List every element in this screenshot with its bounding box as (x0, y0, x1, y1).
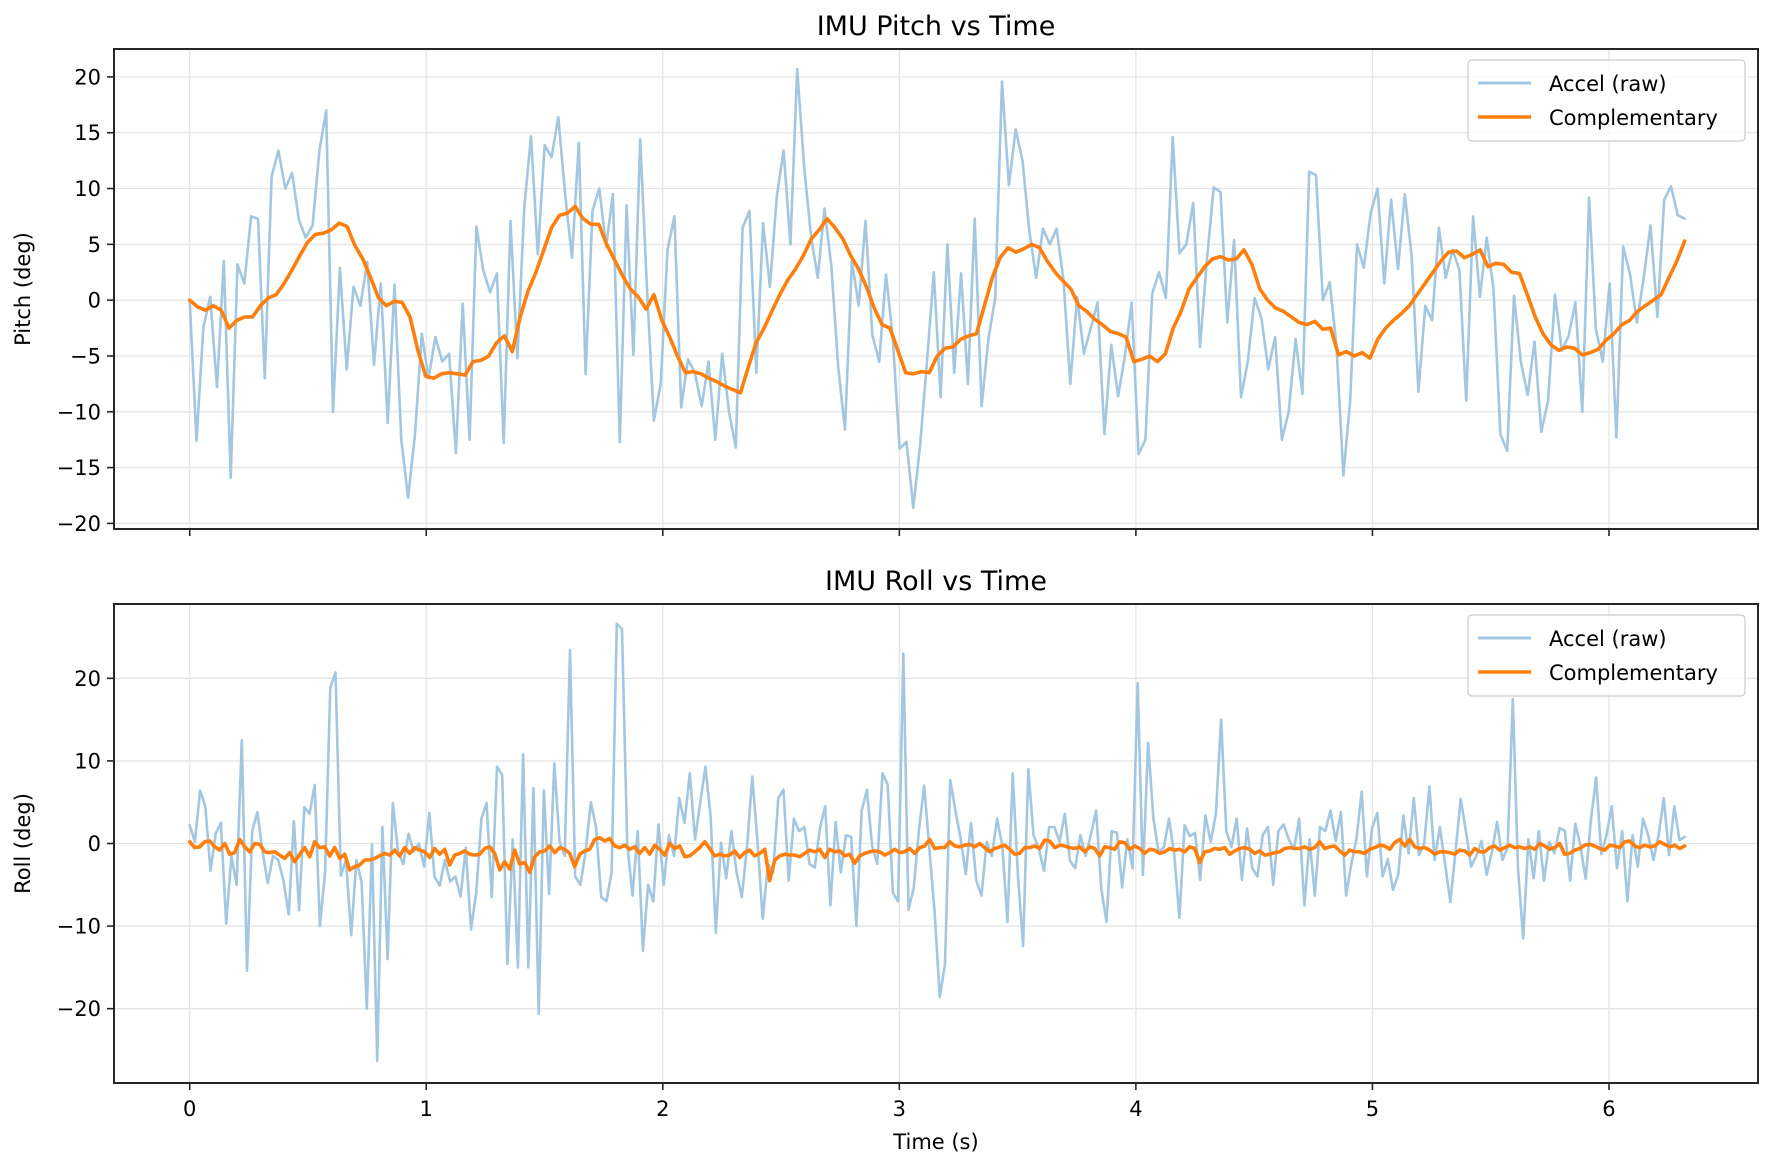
roll-complementary-line (187, 835, 1687, 883)
roll-ytick-label: 10 (74, 749, 101, 773)
pitch-ticks: −20 −15 −10 −5 0 5 10 15 20 (57, 65, 1610, 536)
pitch-ytick-label: 15 (74, 121, 101, 145)
roll-legend-box (1467, 614, 1746, 697)
roll-xtick-label: 2 (656, 1097, 669, 1121)
roll-title: IMU Roll vs Time (825, 566, 1047, 597)
pitch-legend: Accel (raw) Complementary (1467, 59, 1746, 142)
pitch-ytick-label: −10 (57, 400, 101, 424)
roll-legend: Accel (raw) Complementary (1467, 614, 1746, 697)
pitch-legend-complementary-label: Complementary (1549, 106, 1718, 130)
pitch-complementary-line (187, 204, 1687, 395)
roll-ytick-label: −10 (57, 915, 101, 939)
roll-xtick-label: 0 (183, 1097, 196, 1121)
pitch-legend-box (1467, 59, 1746, 142)
roll-xtick-label: 4 (1129, 1097, 1142, 1121)
pitch-ytick-label: −20 (57, 512, 101, 536)
pitch-ytick-label: 10 (74, 177, 101, 201)
roll-xtick-label: 5 (1366, 1097, 1379, 1121)
roll-xtick-label: 3 (893, 1097, 906, 1121)
roll-legend-complementary-label: Complementary (1549, 661, 1718, 685)
pitch-legend-accel-label: Accel (raw) (1549, 72, 1667, 96)
pitch-ytick-label: 20 (74, 65, 101, 89)
pitch-ytick-label: 5 (88, 233, 101, 257)
roll-ytick-label: 20 (74, 667, 101, 691)
roll-xtick-label: 1 (420, 1097, 433, 1121)
pitch-ylabel: Pitch (deg) (11, 232, 35, 346)
pitch-ytick-label: 0 (88, 289, 101, 313)
roll-ticks: 0 1 2 3 4 5 6 −20 −10 0 10 20 (57, 667, 1616, 1121)
roll-legend-accel-label: Accel (raw) (1549, 627, 1667, 651)
pitch-ytick-label: −5 (70, 344, 101, 368)
pitch-accel-raw-line (188, 67, 1686, 510)
pitch-title: IMU Pitch vs Time (817, 11, 1056, 42)
pitch-lines (187, 67, 1687, 510)
roll-ytick-label: −20 (57, 997, 101, 1021)
pitch-ytick-label: −15 (57, 456, 101, 480)
roll-xlabel: Time (s) (892, 1130, 978, 1154)
roll-lines (187, 622, 1687, 1062)
roll-ytick-label: 0 (88, 832, 101, 856)
roll-ylabel: Roll (deg) (11, 793, 35, 894)
pitch-axes: −20 −15 −10 −5 0 5 10 15 20 IMU Pitch vs Time Pi… (11, 11, 1759, 536)
pitch-axes-frame (113, 48, 1759, 530)
roll-xtick-label: 6 (1602, 1097, 1615, 1121)
roll-axes: 0 1 2 3 4 5 6 −20 −10 0 10 20 IMU Roll vs Time Roll… (11, 566, 1759, 1154)
